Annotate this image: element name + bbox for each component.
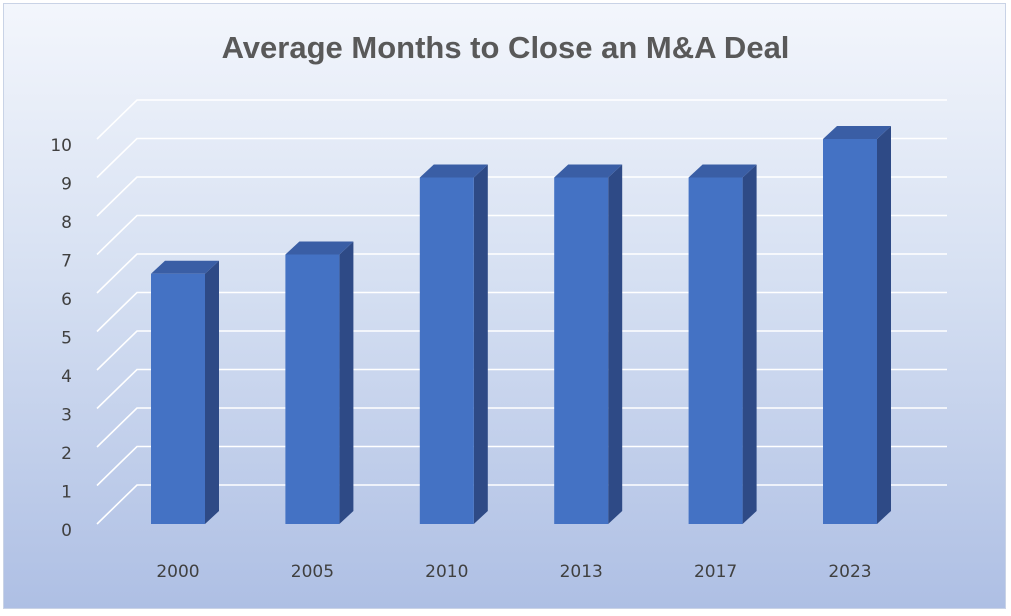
y-tick-label: 1 [61, 483, 72, 503]
bar-top [554, 164, 623, 178]
gridline [96, 368, 947, 410]
chart-title: Average Months to Close an M&A Deal [221, 30, 790, 65]
y-tick-label: 7 [61, 252, 72, 272]
gridline [96, 484, 947, 525]
gridline [96, 99, 947, 140]
bar-2023 [823, 126, 891, 524]
y-tick-label: 6 [61, 290, 72, 310]
bar-top [285, 241, 354, 255]
x-tick-label: 2005 [291, 562, 334, 582]
gridline [96, 137, 947, 179]
y-tick-label: 8 [61, 213, 72, 233]
bar-top [823, 126, 891, 139]
gridline [96, 176, 947, 217]
gridline [96, 407, 947, 448]
y-tick-label: 9 [61, 175, 72, 195]
bar-side [877, 126, 891, 524]
bar-2000 [151, 260, 219, 524]
gridline [96, 291, 947, 333]
bar-2005 [285, 241, 354, 524]
bar-2013 [554, 164, 623, 524]
gridline [96, 330, 947, 371]
bar-top [151, 260, 219, 274]
bar-front [419, 177, 474, 524]
y-tick-label: 0 [61, 521, 72, 541]
bar-side [473, 164, 488, 524]
bar-front [688, 177, 743, 524]
bar-top [419, 164, 488, 178]
bar-front [151, 273, 205, 524]
y-tick-label: 3 [61, 406, 72, 426]
y-tick-label: 10 [50, 136, 72, 156]
x-tick-label: 2010 [425, 562, 468, 582]
x-tick-label: 2013 [560, 562, 603, 582]
y-tick-label: 5 [61, 329, 72, 349]
bar-2010 [419, 164, 488, 524]
bar-front [285, 254, 340, 524]
bar-side [742, 164, 757, 524]
y-tick-label: 4 [61, 367, 72, 387]
x-tick-label: 2000 [156, 562, 199, 582]
bar-side [608, 164, 623, 524]
gridlines [96, 99, 947, 525]
bar-top [688, 164, 757, 178]
bar-front [554, 177, 609, 524]
y-tick-label: 2 [61, 444, 72, 464]
gridline [96, 445, 947, 487]
x-tick-label: 2023 [828, 562, 871, 582]
x-tick-label: 2017 [694, 562, 737, 582]
bar-side [339, 241, 354, 524]
gridline [96, 253, 947, 294]
bar-2017 [688, 164, 757, 524]
bar-front [823, 139, 877, 524]
bar-side [205, 260, 219, 524]
gridline [96, 214, 947, 256]
